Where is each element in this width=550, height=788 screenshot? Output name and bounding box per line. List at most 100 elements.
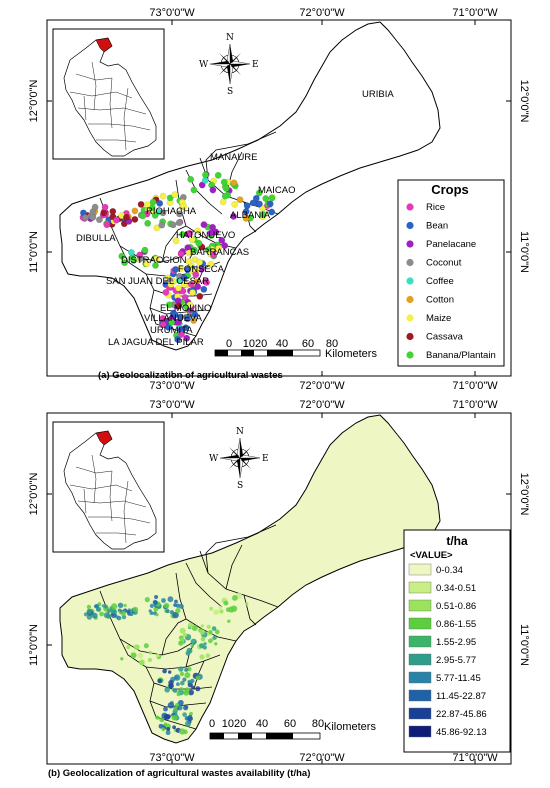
availability-cell [86,608,92,614]
availability-cell [101,604,105,608]
availability-cell [155,653,160,658]
legend-swatch [408,563,432,576]
place-label: MAICAO [258,185,295,196]
availability-cell [163,602,170,609]
crop-point [96,216,103,224]
availability-cell [165,730,171,736]
availability-cell [179,728,186,735]
panel-a-crop-points [79,171,276,343]
legend-swatch [408,689,432,702]
availability-cell [111,603,118,610]
availability-cell [126,610,131,614]
availability-cell [175,608,181,614]
legend-item-label: 0.51-0.86 [436,601,476,612]
crop-point [230,213,237,220]
crop-point [184,266,191,274]
crop-point [175,302,183,310]
crop-point [109,208,117,215]
availability-cell [103,612,110,619]
crop-point [143,260,151,268]
left-coord-label: 11°0'0"N [28,624,40,666]
availability-cell [112,609,117,615]
place-label: LA JAGUA DEL PILAR [108,337,204,348]
place-label: VILLANUEVA [144,313,203,324]
panel-a-legend: Crops Rice Bean Panelacane Coconut Coffee Cot… [397,179,505,367]
availability-cell [211,626,217,631]
legend-item-label: 5.77-11.45 [436,673,481,684]
legend-item-label: 11.45-22.87 [436,691,486,702]
availability-cell [175,702,180,708]
availability-cell [200,624,204,628]
crop-point [194,283,202,290]
availability-cell [165,609,170,614]
bottom-coord-label: 73°0'0"W [149,752,195,764]
place-label: RIOHACHA [146,206,197,217]
crop-point [202,171,209,179]
availability-cell [126,645,131,650]
availability-cell [182,677,187,682]
availability-cell [163,706,168,712]
availability-cell [174,599,178,604]
crop-point [207,261,215,268]
crop-point [268,194,276,202]
availability-cell [214,642,218,646]
crop-point [194,227,202,235]
availability-cell [184,672,191,679]
panel-b-inset-colombia [52,421,165,553]
panel-a-left-coords: 12°0'0"N 11°0'0"N [28,80,40,273]
availability-cell [86,614,93,620]
availability-cell [214,629,220,635]
crop-point [262,195,270,202]
legend-swatch [408,635,432,648]
crop-point [198,181,206,189]
crop-point [118,252,126,260]
crop-point [175,219,183,227]
crop-point [252,194,260,202]
availability-cell [218,605,222,610]
crop-point [203,279,210,286]
crop-point [100,209,108,217]
scale-tick-label: 0 [209,718,215,730]
availability-cell [179,627,186,634]
compass-e: E [252,60,259,70]
crop-point [153,224,161,232]
availability-cell [209,606,214,611]
availability-cell [144,597,150,603]
availability-cell [167,702,175,709]
legend-item-label: Panelacane [426,239,476,250]
availability-cell [188,689,195,696]
panel-a-ticks [47,20,511,376]
availability-cell [173,603,177,607]
bottom-coord-label: 72°0'0"W [299,380,345,392]
legend-swatch [406,221,414,230]
legend-swatch [408,581,432,594]
availability-cell [91,612,98,619]
crop-point [200,221,208,228]
compass-w: W [209,454,219,464]
crop-point [191,246,198,254]
availability-cell [163,713,170,720]
legend-item-label: 0.34-0.51 [436,583,476,594]
availability-cell [190,638,197,645]
availability-cell [212,635,217,640]
availability-cell [209,630,213,634]
crop-point [196,258,203,266]
legend-item-label: 0-0.34 [436,565,463,576]
availability-cell [199,629,206,635]
legend-item-label: Banana/Plantain [426,350,496,361]
crop-point [159,209,167,217]
legend-item-label: Bean [426,221,448,232]
crop-point [182,324,190,332]
legend-title: t/ha [446,534,468,548]
crop-point [190,186,198,194]
crop-point [184,315,191,323]
crop-point [189,289,196,296]
availability-cell [95,607,100,612]
availability-cell [176,691,181,695]
availability-cell [123,603,127,608]
availability-cell [199,643,205,649]
crop-point [162,289,170,296]
crop-point [158,221,166,229]
legend-item-label: 2.95-5.77 [436,655,476,666]
crop-point [149,198,157,206]
